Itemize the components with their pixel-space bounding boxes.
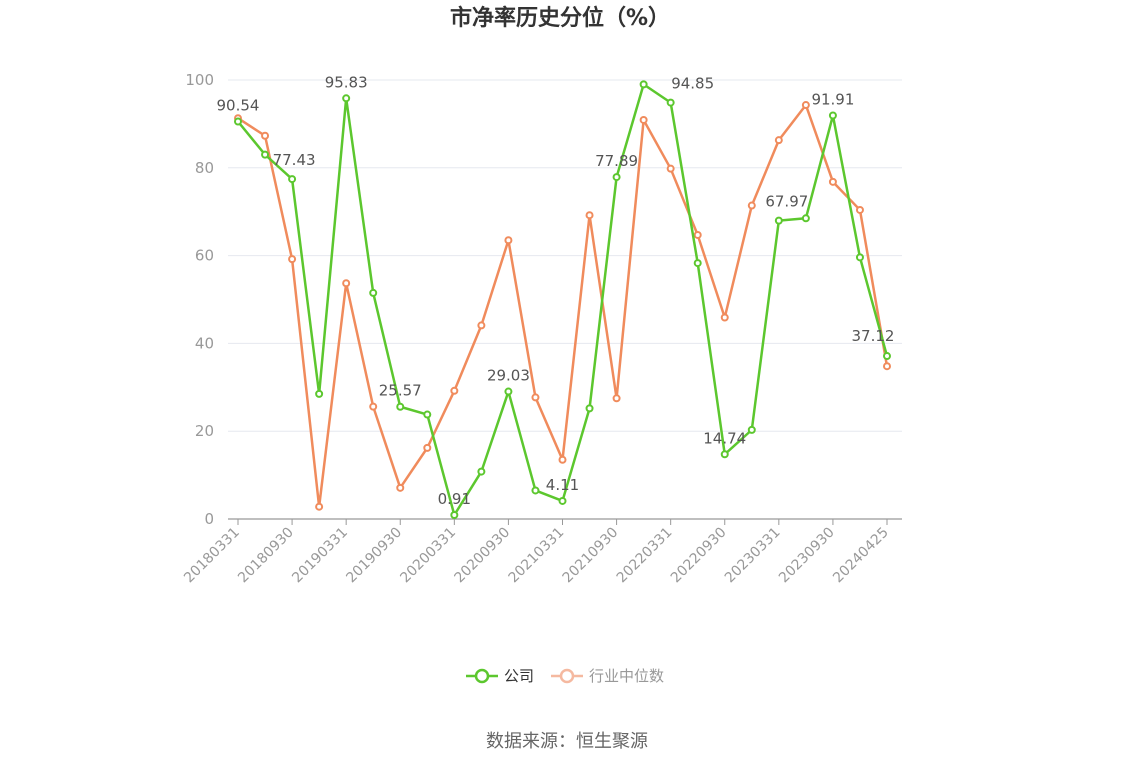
legend-label: 行业中位数 (589, 667, 664, 685)
y-tick-label: 20 (195, 422, 214, 440)
chart-title: 市净率历史分位（%） (450, 5, 670, 31)
data-point (423, 443, 432, 452)
data-label: 67.97 (765, 193, 808, 211)
data-point (801, 214, 810, 223)
data-point (396, 483, 405, 492)
x-tick-label: 20230930 (776, 525, 838, 587)
legend-marker (559, 668, 575, 684)
data-point (396, 402, 405, 411)
legend-item-company[interactable]: 公司 (466, 667, 534, 685)
data-point (801, 101, 810, 110)
data-point (531, 486, 540, 495)
legend[interactable]: 公司 行业中位数 (466, 667, 664, 685)
data-point (666, 98, 675, 107)
data-point (504, 387, 513, 396)
data-label: 77.89 (595, 152, 638, 170)
data-point (720, 450, 729, 459)
data-point (639, 80, 648, 89)
data-point (828, 111, 837, 120)
x-tick-label: 20210930 (560, 525, 622, 587)
legend-item-industry-median[interactable]: 行业中位数 (551, 667, 664, 685)
data-point (855, 205, 864, 214)
data-point (693, 230, 702, 239)
data-point (531, 393, 540, 402)
data-label: 90.54 (217, 97, 260, 115)
x-tick-label: 20180331 (181, 525, 243, 587)
x-tick-label: 20240425 (830, 525, 892, 587)
x-tick-label: 20220331 (614, 525, 676, 587)
data-point (666, 164, 675, 173)
data-labels: 90.54 77.43 95.83 25.57 0.91 29.03 4.11 77.89 94… (217, 73, 895, 508)
data-point (342, 94, 351, 103)
data-point (720, 313, 729, 322)
data-point (477, 467, 486, 476)
data-point (747, 201, 756, 210)
data-point (612, 173, 621, 182)
source-text: 数据来源：恒生聚源 (486, 731, 648, 752)
legend-marker (474, 668, 490, 684)
data-point (315, 502, 324, 511)
data-label: 95.83 (325, 73, 368, 91)
data-point (342, 279, 351, 288)
data-point (261, 150, 270, 159)
data-point (315, 389, 324, 398)
x-tick-label: 20180930 (235, 525, 297, 587)
data-point (774, 136, 783, 145)
x-tick-label: 20190331 (289, 525, 351, 587)
data-point (828, 177, 837, 186)
axes: 0 20 40 60 80 100 2018033120180930201903312019… (181, 71, 902, 586)
data-point (883, 362, 891, 371)
data-point (558, 455, 567, 464)
data-label: 94.85 (671, 75, 714, 93)
y-tick-label: 60 (195, 247, 214, 265)
data-point (450, 511, 459, 520)
data-label: 25.57 (379, 382, 422, 400)
data-point (558, 496, 567, 505)
data-label: 4.11 (546, 476, 579, 494)
x-tick-label: 20200331 (397, 525, 459, 587)
data-label: 14.74 (703, 429, 746, 447)
y-tick-label: 80 (195, 159, 214, 177)
data-point (288, 255, 297, 264)
data-label: 29.03 (487, 367, 530, 385)
data-point (774, 216, 783, 225)
legend-label: 公司 (504, 667, 534, 685)
data-label: 37.12 (852, 327, 895, 345)
series-line (237, 103, 889, 508)
data-label: 77.43 (273, 151, 316, 169)
data-point (477, 321, 486, 330)
data-point (288, 175, 297, 184)
x-tick-label: 20220930 (668, 525, 730, 587)
data-point (585, 404, 594, 413)
data-point (747, 425, 756, 434)
data-point (504, 236, 513, 245)
data-point (585, 211, 594, 220)
x-tick-label: 20230331 (722, 525, 784, 587)
data-point (693, 259, 702, 268)
data-point (883, 352, 891, 361)
grid (228, 79, 902, 432)
x-tick-label: 20200930 (452, 525, 514, 587)
data-point (261, 131, 270, 140)
data-point (450, 386, 459, 395)
data-label: 91.91 (811, 91, 854, 109)
data-point (369, 288, 378, 297)
y-tick-label: 0 (204, 510, 214, 528)
series (234, 80, 891, 520)
data-point (423, 410, 432, 419)
x-tick-label: 20210331 (506, 525, 568, 587)
data-point (639, 115, 648, 124)
data-point (369, 402, 378, 411)
data-point (234, 117, 242, 126)
y-tick-label: 40 (195, 334, 214, 352)
data-point (855, 253, 864, 262)
x-tick-label: 20190930 (343, 525, 405, 587)
data-label: 0.91 (438, 490, 471, 508)
y-tick-label: 100 (185, 71, 214, 89)
data-point (612, 394, 621, 403)
